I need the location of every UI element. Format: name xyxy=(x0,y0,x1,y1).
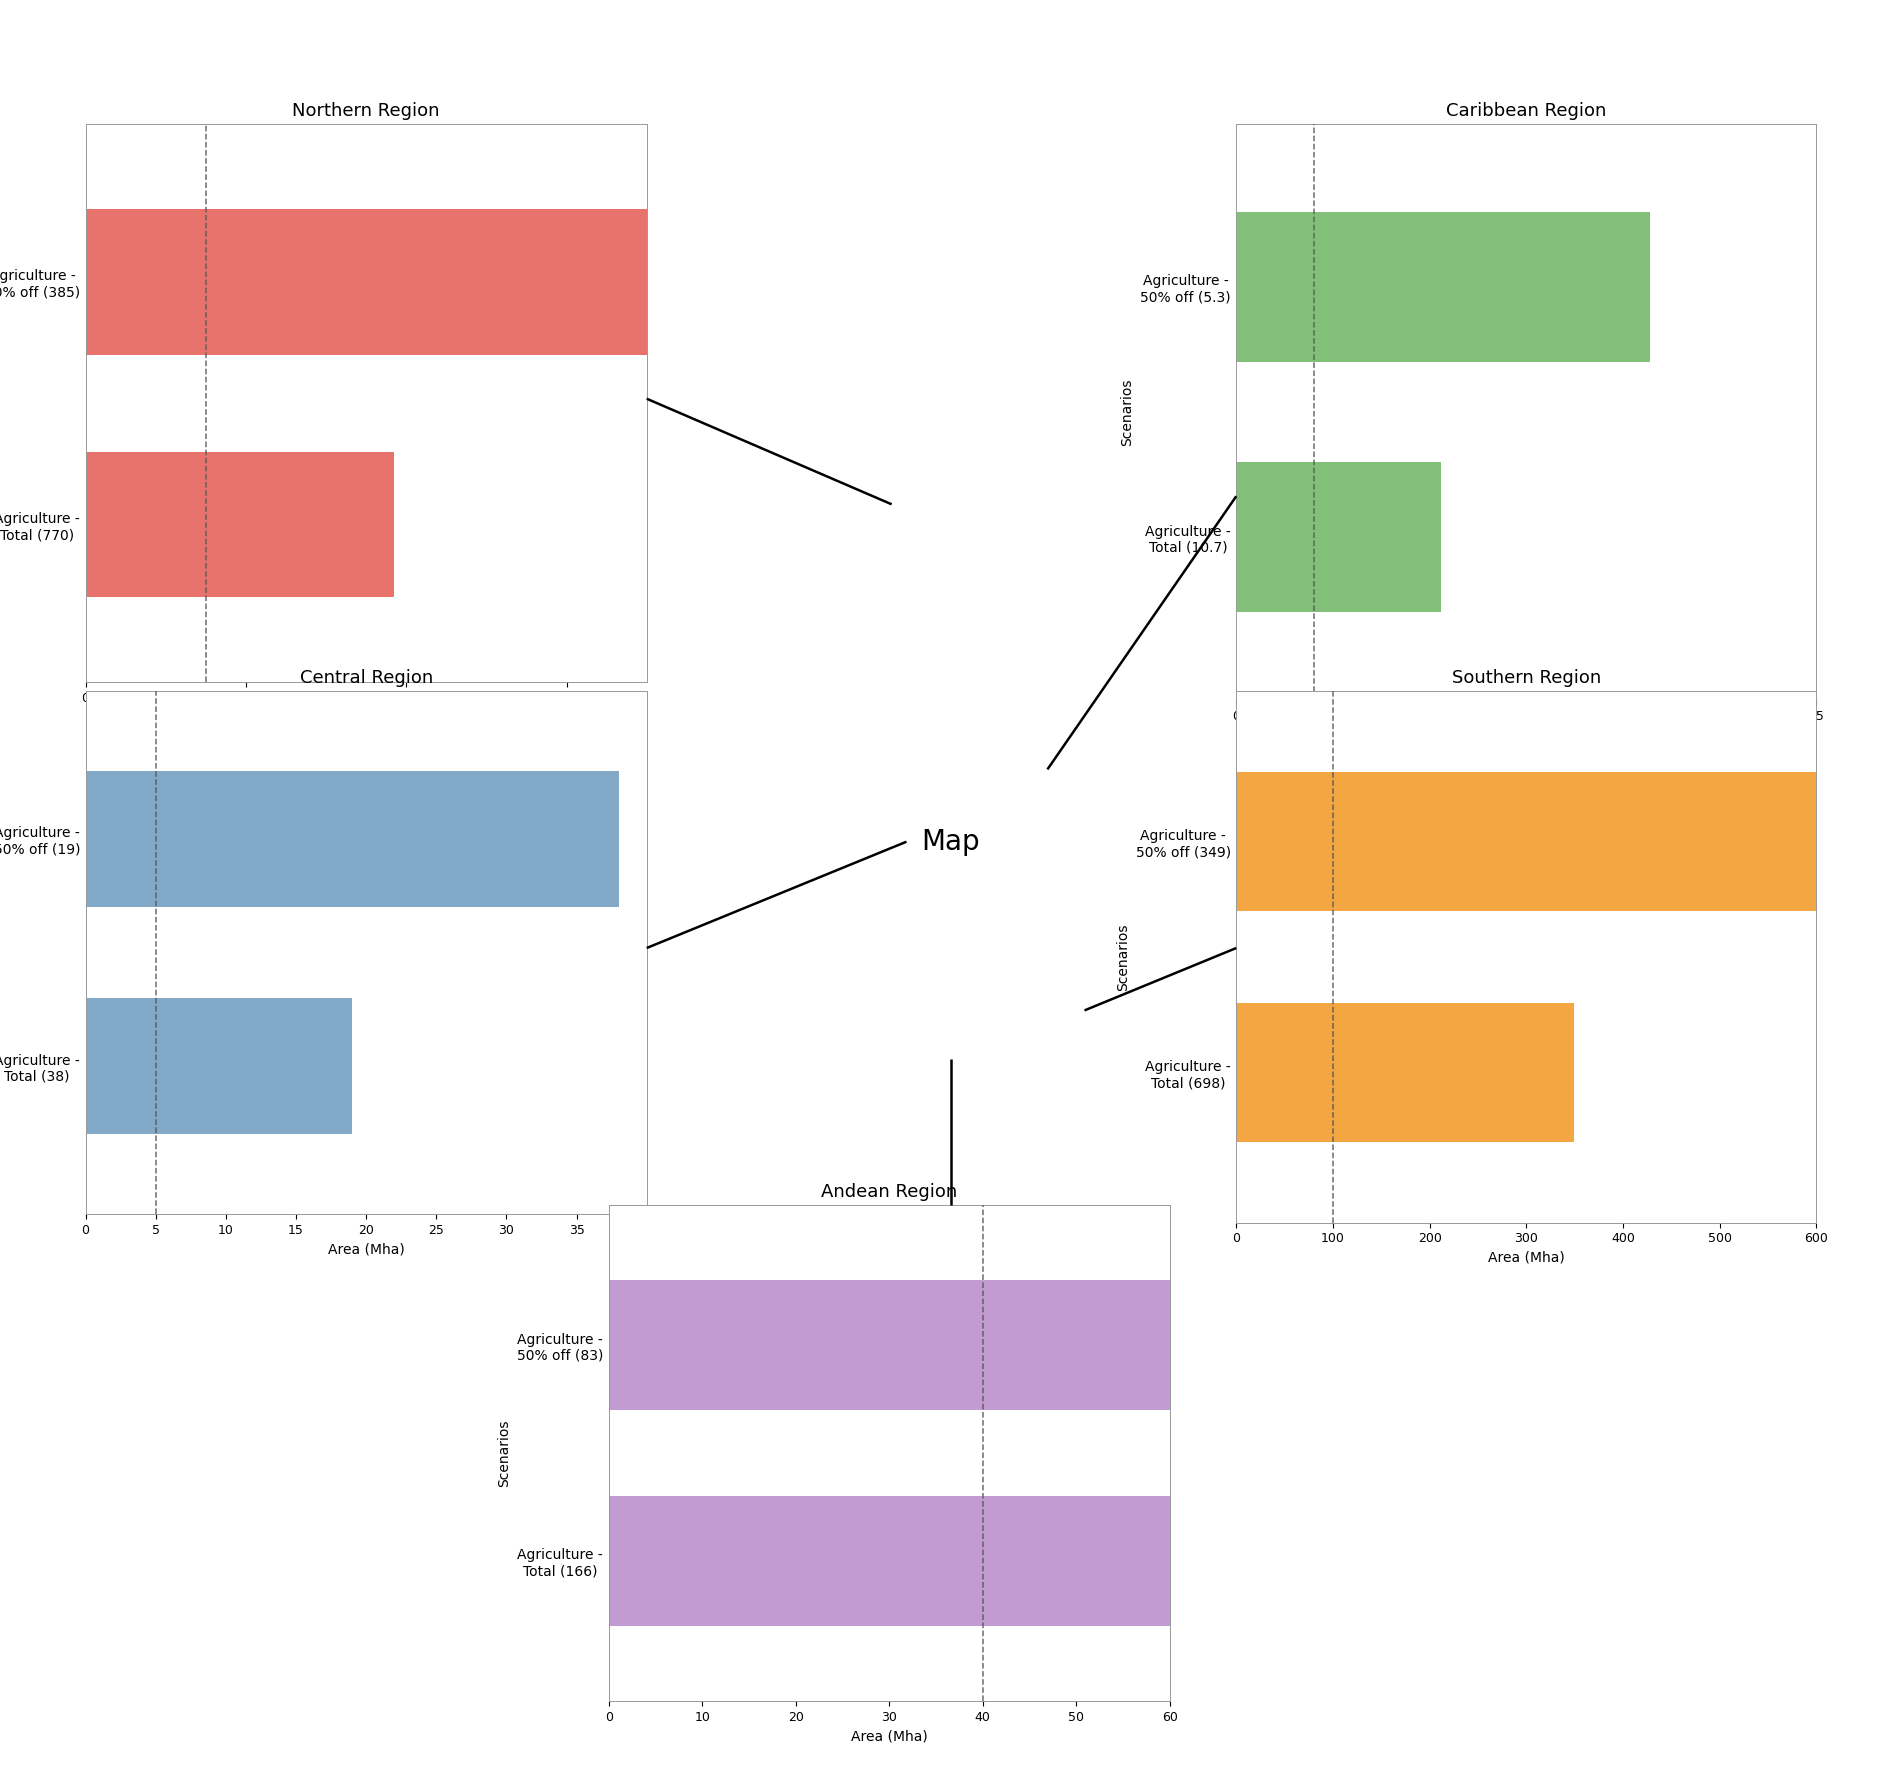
X-axis label: Area (Mha): Area (Mha) xyxy=(1487,1251,1565,1265)
Bar xyxy=(1236,773,1902,911)
Y-axis label: Scenarios: Scenarios xyxy=(1116,923,1130,991)
Title: Central Region: Central Region xyxy=(299,668,434,688)
Bar xyxy=(609,1281,1902,1411)
X-axis label: Area (Mha): Area (Mha) xyxy=(327,1242,405,1256)
Title: Northern Region: Northern Region xyxy=(293,101,439,120)
Title: Southern Region: Southern Region xyxy=(1451,668,1601,688)
Bar xyxy=(1236,462,1442,613)
Text: Map: Map xyxy=(922,828,980,856)
X-axis label: Area (Mha): Area (Mha) xyxy=(327,711,405,725)
Bar xyxy=(1236,211,1651,361)
Title: Andean Region: Andean Region xyxy=(822,1182,957,1201)
Title: Caribbean Region: Caribbean Region xyxy=(1446,101,1607,120)
Y-axis label: Scenarios: Scenarios xyxy=(1120,377,1135,447)
Bar xyxy=(86,771,618,907)
Bar xyxy=(86,452,394,597)
X-axis label: Area (Mha): Area (Mha) xyxy=(1487,728,1565,742)
Bar xyxy=(86,209,704,354)
Bar xyxy=(1236,1003,1573,1141)
Y-axis label: Scenarios: Scenarios xyxy=(496,1419,512,1487)
X-axis label: Area (Mha): Area (Mha) xyxy=(850,1729,928,1744)
Bar xyxy=(609,1496,1385,1625)
Bar xyxy=(86,998,352,1134)
